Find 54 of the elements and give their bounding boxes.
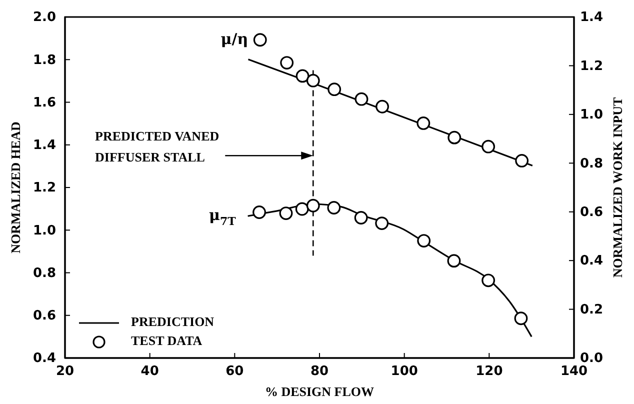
y-tick-label: 0.8 — [32, 266, 56, 281]
point — [375, 216, 389, 230]
y-tick-label: 1.8 — [32, 52, 56, 68]
point — [515, 154, 529, 168]
point — [448, 130, 462, 144]
point — [514, 312, 528, 326]
y2-tick-label: 1.4 — [580, 10, 604, 26]
point — [306, 74, 320, 88]
y2-tick-label: 1.0 — [580, 108, 604, 123]
y-tick-label: 1.6 — [32, 95, 56, 110]
x-tick-label: 20 — [56, 364, 74, 380]
y2-tick-label: 0.8 — [580, 156, 604, 172]
y-tick-label: 0.6 — [32, 308, 56, 324]
y2-tick-label: 0.0 — [580, 351, 604, 366]
point — [328, 82, 342, 96]
y2-tick-label: 0.2 — [580, 302, 604, 318]
x-axis-title: % DESIGN FLOW — [264, 384, 374, 399]
y2-axis-title: NORMALIZED WORK INPUT — [610, 97, 625, 278]
annotation: μ$_{7T}$ — [208, 206, 237, 228]
y-axis-title: NORMALIZED HEAD — [8, 122, 23, 254]
point — [416, 116, 430, 130]
y2-tick-label: 1.2 — [580, 58, 604, 74]
x-tick-label: 120 — [476, 364, 503, 380]
point — [327, 201, 341, 214]
y2-tick-label: 0.6 — [580, 205, 604, 220]
y2-tick-label: 0.4 — [580, 254, 604, 269]
x-tick-label: 80 — [310, 364, 329, 380]
legend-label: PREDICTION — [131, 314, 215, 329]
point — [296, 69, 310, 83]
y-tick-label: 0.4 — [32, 351, 56, 366]
point — [482, 140, 496, 154]
point — [279, 206, 293, 220]
annotation: PREDICTED VANED DIFFUSER STALL — [95, 128, 220, 165]
x-tick-label: 60 — [226, 364, 244, 380]
point — [306, 198, 320, 212]
legend-label: TEST DATA — [131, 332, 203, 348]
point — [280, 56, 294, 70]
point — [376, 100, 389, 114]
x-tick-label: 40 — [140, 364, 159, 380]
point — [295, 202, 309, 216]
y-tick-label: 1.4 — [32, 138, 56, 154]
x-tick-label: 140 — [560, 364, 588, 380]
point — [417, 234, 431, 248]
point — [253, 33, 267, 47]
y-tick-label: 1.2 — [32, 180, 56, 196]
point — [354, 211, 368, 224]
point — [354, 92, 368, 106]
point — [447, 254, 461, 268]
point — [482, 274, 496, 288]
y-tick-label: 2.0 — [32, 10, 56, 26]
x-tick-label: 100 — [390, 364, 418, 380]
y-tick-label: 1.0 — [32, 223, 56, 238]
annotation: μ/η — [220, 30, 248, 48]
point — [252, 206, 266, 219]
